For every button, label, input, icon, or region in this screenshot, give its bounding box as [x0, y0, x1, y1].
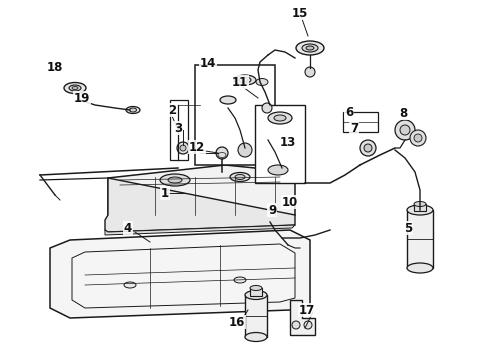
Circle shape [292, 321, 300, 329]
Circle shape [400, 125, 410, 135]
Polygon shape [290, 300, 315, 335]
Text: 18: 18 [47, 60, 63, 73]
Ellipse shape [274, 115, 286, 121]
Circle shape [238, 143, 252, 157]
Text: 3: 3 [174, 122, 182, 135]
Ellipse shape [235, 175, 245, 180]
Ellipse shape [256, 78, 268, 86]
Text: 15: 15 [292, 6, 308, 19]
Text: 17: 17 [299, 303, 315, 316]
Circle shape [364, 144, 372, 152]
Text: 6: 6 [345, 105, 353, 118]
Circle shape [216, 147, 228, 159]
Ellipse shape [407, 205, 433, 215]
Circle shape [180, 145, 186, 151]
Bar [407, 210, 433, 268]
Text: 13: 13 [280, 135, 296, 149]
Ellipse shape [245, 291, 267, 300]
Circle shape [304, 321, 312, 329]
Ellipse shape [296, 41, 324, 55]
Ellipse shape [64, 82, 86, 94]
Ellipse shape [268, 165, 288, 175]
Text: 16: 16 [229, 315, 245, 328]
Text: 10: 10 [282, 195, 298, 208]
Ellipse shape [239, 77, 251, 83]
Ellipse shape [129, 108, 137, 112]
Ellipse shape [250, 285, 262, 291]
Bar [250, 288, 262, 296]
Ellipse shape [245, 333, 267, 342]
Bar [343, 112, 378, 132]
Text: 14: 14 [200, 57, 216, 69]
Polygon shape [105, 178, 295, 232]
Ellipse shape [234, 75, 256, 85]
Circle shape [305, 67, 315, 77]
Bar [245, 295, 267, 337]
Polygon shape [108, 165, 295, 222]
Text: 9: 9 [268, 203, 276, 216]
Text: 7: 7 [350, 122, 358, 135]
Ellipse shape [268, 112, 292, 124]
Ellipse shape [242, 78, 248, 81]
Ellipse shape [306, 46, 314, 50]
Ellipse shape [302, 44, 318, 52]
Ellipse shape [124, 282, 136, 288]
Circle shape [262, 103, 272, 113]
Text: 8: 8 [399, 107, 407, 120]
Ellipse shape [72, 86, 78, 90]
Text: 11: 11 [232, 76, 248, 89]
Text: 1: 1 [161, 186, 169, 199]
Polygon shape [105, 225, 295, 235]
Text: 4: 4 [124, 221, 132, 234]
Ellipse shape [230, 172, 250, 181]
Ellipse shape [407, 263, 433, 273]
Bar [255, 105, 305, 183]
Text: 5: 5 [404, 221, 412, 234]
Ellipse shape [414, 202, 426, 207]
Circle shape [360, 140, 376, 156]
Ellipse shape [168, 177, 182, 183]
Ellipse shape [234, 277, 246, 283]
Bar [414, 204, 426, 211]
Ellipse shape [220, 96, 236, 104]
Polygon shape [50, 230, 310, 318]
Text: 19: 19 [74, 91, 90, 104]
Ellipse shape [126, 107, 140, 113]
Text: 2: 2 [168, 104, 176, 117]
Circle shape [410, 130, 426, 146]
Circle shape [177, 142, 189, 154]
Circle shape [395, 120, 415, 140]
Text: 12: 12 [189, 140, 205, 153]
Bar [195, 65, 275, 165]
Bar [170, 100, 188, 160]
Circle shape [414, 134, 422, 142]
Ellipse shape [160, 174, 190, 186]
Ellipse shape [69, 85, 81, 91]
